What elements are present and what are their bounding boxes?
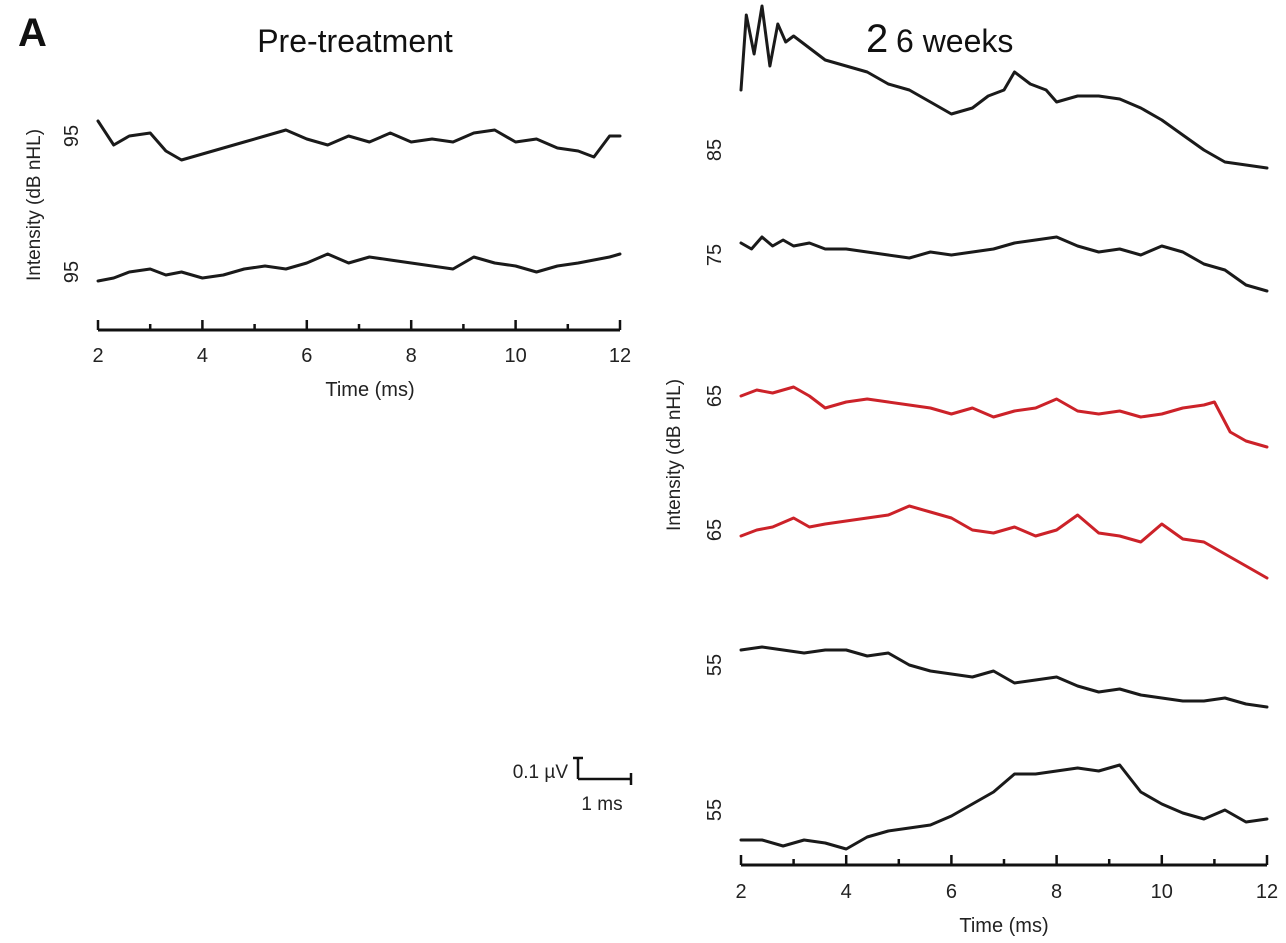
pre-treatment-panel: Pre-treatment Intensity (dB nHL) 95 95 2 4…: [24, 23, 631, 401]
scale-bar: 0.1 µV 1 ms: [513, 756, 633, 815]
trace-55db-6: [739, 763, 1269, 851]
x-tick-label: 12: [1256, 881, 1278, 903]
x-tick-label: 10: [504, 345, 526, 367]
pre-treatment-x-axis-label: Time (ms): [325, 379, 414, 401]
trace-95db-2: [96, 252, 622, 283]
six-weeks-x-axis: 2 4 6 8 10 12: [735, 855, 1278, 903]
trace-95db-1: [96, 119, 622, 162]
intensity-label-4: 65: [704, 519, 726, 541]
x-tick-label: 8: [406, 345, 417, 367]
six-weeks-panel: 2 6 weeks Intensity (dB nHL) 85756565555…: [664, 4, 1278, 937]
trace-75db-2: [739, 235, 1269, 293]
intensity-label-1: 95: [61, 125, 83, 147]
x-tick-label: 8: [1051, 881, 1062, 903]
intensity-label-1: 85: [704, 139, 726, 161]
trace-65db-3: [739, 385, 1269, 449]
scale-bar-time-label: 1 ms: [581, 794, 622, 815]
panel-label: A: [18, 11, 47, 55]
pre-treatment-traces: 95 95: [61, 119, 622, 283]
six-weeks-x-axis-label: Time (ms): [959, 915, 1048, 937]
x-tick-label: 4: [197, 345, 208, 367]
trace-55db-5: [739, 645, 1269, 709]
x-tick-label: 4: [841, 881, 852, 903]
six-weeks-title-prefix: 2: [866, 17, 888, 61]
x-tick-label: 10: [1151, 881, 1173, 903]
x-tick-label: 2: [735, 881, 746, 903]
pre-treatment-x-axis: 2 4 6 8 10 12: [92, 320, 631, 367]
six-weeks-traces: 85 75 65 65 55 55: [704, 4, 1269, 851]
scale-bar-voltage-label: 0.1 µV: [513, 762, 569, 783]
intensity-label-6: 55: [704, 799, 726, 821]
x-tick-label: 6: [946, 881, 957, 903]
intensity-label-3: 65: [704, 385, 726, 407]
intensity-label-2: 75: [704, 244, 726, 266]
trace-65db-4: [739, 504, 1269, 580]
six-weeks-y-axis-label: Intensity (dB nHL): [664, 379, 685, 531]
pre-treatment-y-axis-label: Intensity (dB nHL): [24, 129, 45, 281]
six-weeks-title: 6 weeks: [896, 23, 1013, 59]
x-tick-label: 2: [92, 345, 103, 367]
x-tick-label: 6: [301, 345, 312, 367]
intensity-label-2: 95: [61, 261, 83, 283]
x-tick-label: 12: [609, 345, 631, 367]
trace-85db-1: [739, 4, 1269, 170]
pre-treatment-title: Pre-treatment: [257, 23, 453, 59]
intensity-label-5: 55: [704, 654, 726, 676]
